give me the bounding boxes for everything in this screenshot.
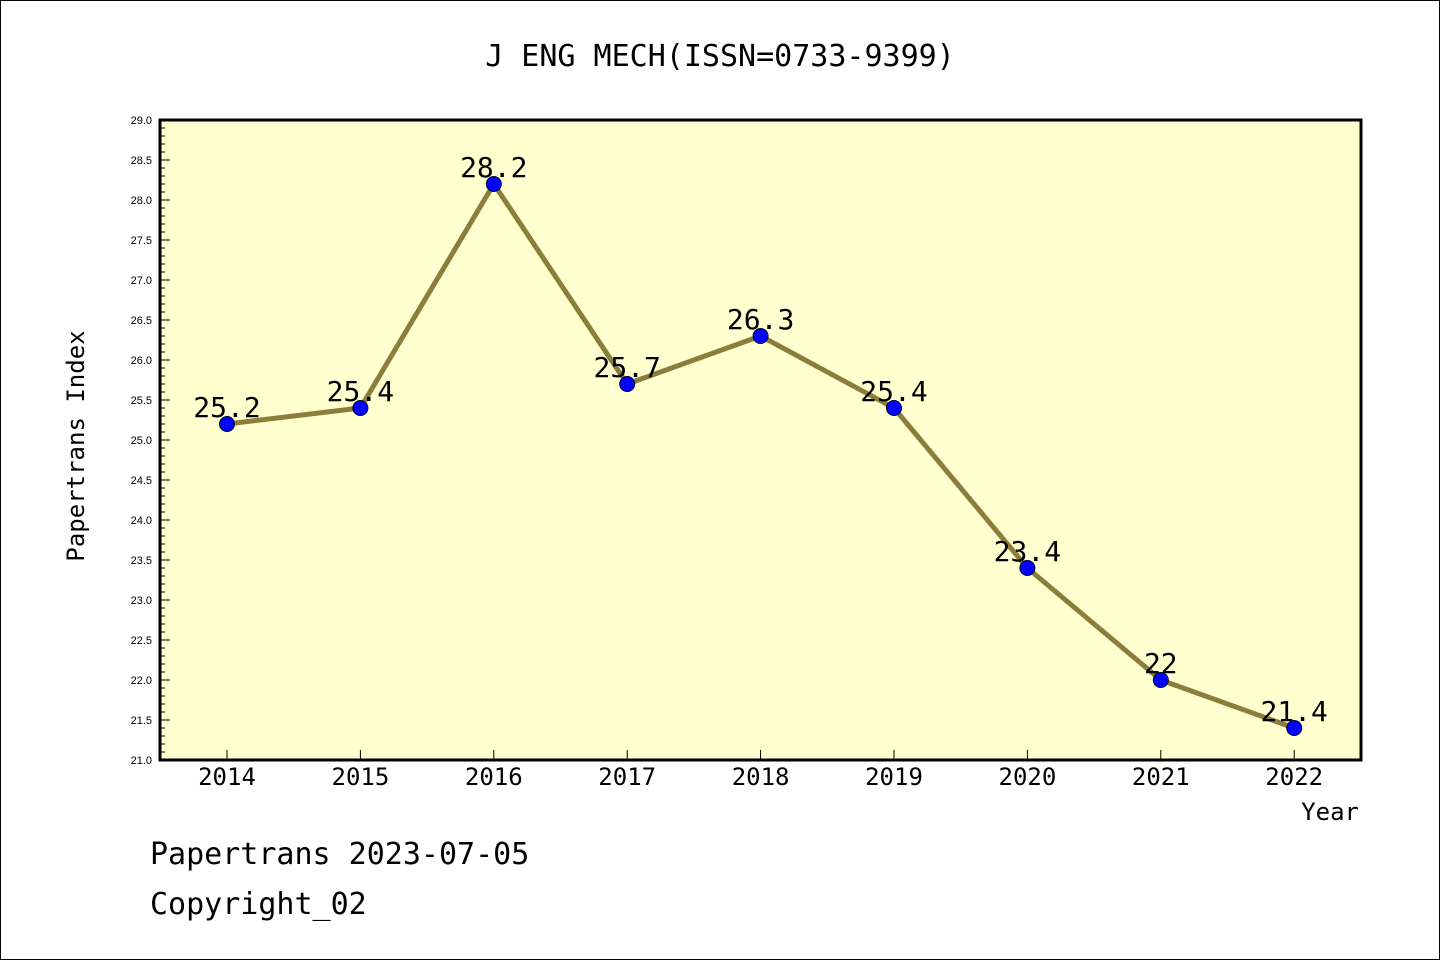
data-label: 22 xyxy=(1144,647,1178,680)
y-tick-label: 21.0 xyxy=(131,755,152,767)
x-tick-label: 2015 xyxy=(332,763,390,791)
x-tick-label: 2016 xyxy=(465,763,523,791)
x-tick-label: 2017 xyxy=(598,763,656,791)
y-tick-label: 21.5 xyxy=(131,715,152,727)
x-tick-label: 2020 xyxy=(999,763,1057,791)
y-axis-tick-labels: 21.0 21.5 22.0 22.5 23.0 23.5 24.0 24.5 25.0 25.5… xyxy=(131,115,152,767)
y-tick-label: 24.5 xyxy=(131,475,152,487)
data-point xyxy=(619,376,636,392)
x-axis-label: Year xyxy=(1301,798,1359,826)
x-tick-label: 2019 xyxy=(865,763,923,791)
y-tick-label: 22.0 xyxy=(131,675,152,687)
data-label: 21.4 xyxy=(1260,695,1327,728)
data-point xyxy=(219,416,235,432)
data-label: 25.7 xyxy=(593,351,660,384)
data-markers xyxy=(219,176,1303,736)
y-tick-label: 22.5 xyxy=(131,635,152,647)
y-axis-label: Papertrans Index xyxy=(62,330,90,561)
data-label: 25.2 xyxy=(193,391,260,424)
data-point xyxy=(1152,672,1169,688)
data-point xyxy=(886,400,902,416)
x-tick-label: 2018 xyxy=(732,763,790,791)
y-tick-label: 24.0 xyxy=(131,515,152,527)
x-axis-ticks xyxy=(226,750,1295,760)
data-label: 26.3 xyxy=(727,303,794,336)
data-label: 28.2 xyxy=(460,151,527,184)
data-point xyxy=(485,176,502,192)
y-tick-label: 27.5 xyxy=(131,235,152,247)
data-label: 25.4 xyxy=(327,375,394,408)
x-axis-tick-labels: 2014 2015 2016 2017 2018 2019 2020 2021 2022 xyxy=(198,763,1323,791)
y-tick-label: 26.5 xyxy=(131,315,152,327)
data-point xyxy=(1019,560,1036,576)
data-label: 25.4 xyxy=(860,375,927,408)
x-tick-label: 2014 xyxy=(198,763,256,791)
y-tick-label: 23.5 xyxy=(131,555,152,567)
data-point xyxy=(352,400,369,416)
plot-border xyxy=(158,118,1363,762)
plot-area xyxy=(160,120,1361,760)
y-tick-label: 28.0 xyxy=(131,195,152,207)
footer-date-text: Papertrans 2023-07-05 xyxy=(150,837,529,872)
chart-title: J ENG MECH(ISSN=0733-9399) xyxy=(485,39,955,74)
data-point xyxy=(1286,720,1303,736)
x-tick-label: 2022 xyxy=(1265,763,1323,791)
data-label: 23.4 xyxy=(994,535,1061,568)
y-tick-label: 27.0 xyxy=(131,275,152,287)
x-tick-label: 2021 xyxy=(1132,763,1190,791)
y-tick-label: 26.0 xyxy=(131,355,152,367)
data-labels: 25.2 25.4 28.2 25.7 26.3 25.4 23.4 22 21.4 xyxy=(193,151,1328,728)
y-tick-label: 29.0 xyxy=(131,115,152,127)
data-point xyxy=(752,328,769,344)
y-tick-label: 25.0 xyxy=(131,435,152,447)
y-tick-label: 25.5 xyxy=(131,395,152,407)
y-tick-label: 28.5 xyxy=(131,155,152,167)
footer-copyright-text: Copyright_02 xyxy=(150,887,367,922)
y-tick-label: 23.0 xyxy=(131,595,152,607)
